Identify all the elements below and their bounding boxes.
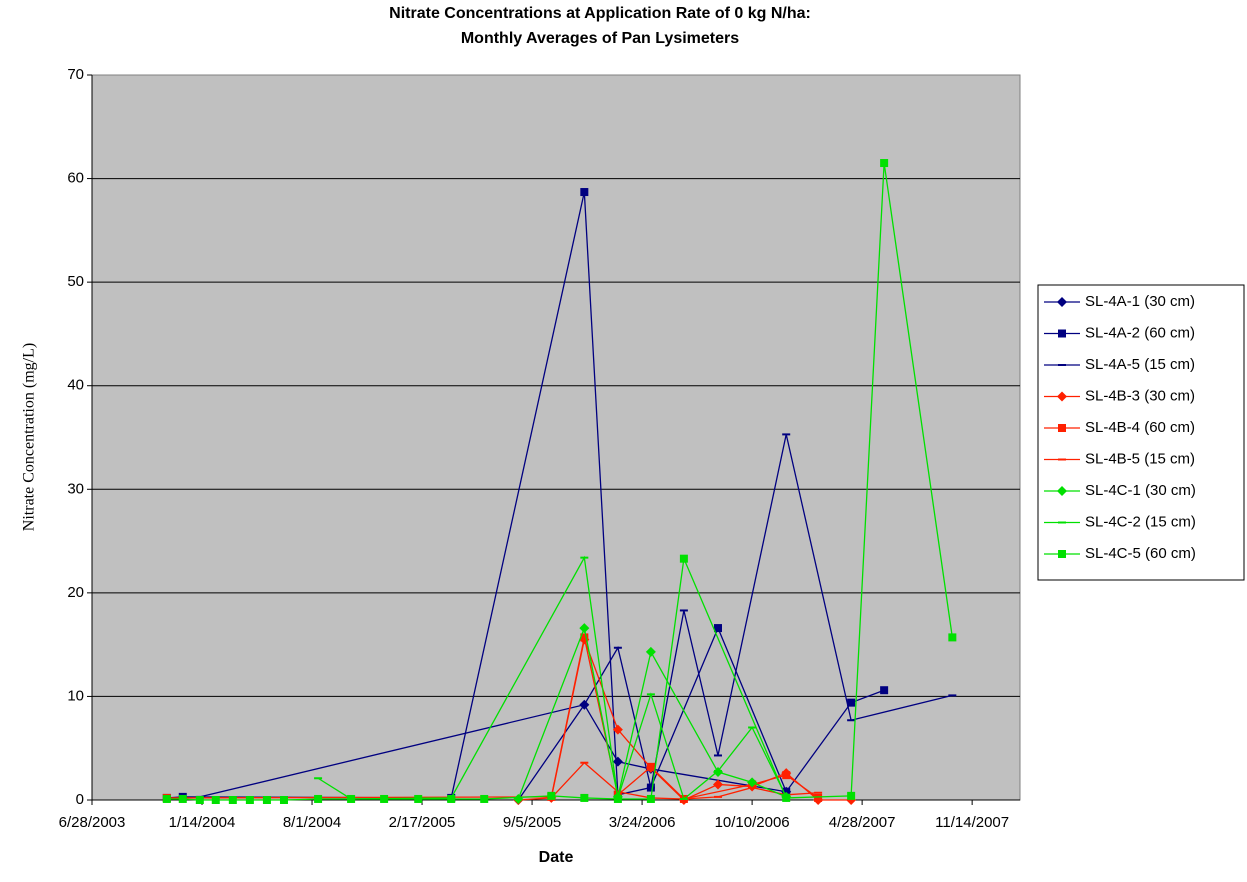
marker: [162, 794, 171, 803]
marker: [747, 777, 758, 788]
x-tick-label: 10/10/2006: [715, 814, 790, 831]
marker: [580, 633, 589, 642]
legend: [1037, 284, 1245, 581]
marker: [646, 794, 655, 803]
marker: [613, 794, 622, 803]
marker: [195, 796, 204, 804]
marker: [782, 793, 791, 802]
x-tick-label: 3/24/2006: [609, 814, 676, 831]
legend-label: SL-4A-2 (60 cm): [1085, 324, 1195, 341]
legend-marker: [1058, 424, 1066, 432]
marker: [646, 762, 655, 771]
marker: [713, 779, 724, 790]
marker: [580, 793, 589, 802]
marker: [245, 796, 254, 804]
marker: [579, 623, 590, 634]
marker: [612, 724, 623, 735]
marker: [414, 794, 423, 803]
marker: [847, 698, 856, 707]
legend-label: SL-4B-5 (15 cm): [1085, 450, 1195, 467]
marker: [211, 796, 220, 804]
marker: [645, 646, 656, 657]
legend-label: SL-4C-1 (30 cm): [1085, 482, 1196, 499]
legend-label: SL-4C-2 (15 cm): [1085, 513, 1196, 530]
y-tick-label: 10: [67, 687, 84, 704]
marker: [880, 159, 889, 168]
x-tick-label: 6/28/2003: [59, 814, 126, 831]
marker: [547, 791, 556, 800]
x-tick-label: 1/14/2004: [169, 814, 236, 831]
marker: [228, 796, 237, 804]
chart-title: Nitrate Concentrations at Application Ra…: [389, 5, 811, 22]
marker: [513, 793, 524, 804]
marker: [380, 794, 389, 803]
marker: [679, 554, 688, 563]
marker: [314, 794, 323, 803]
legend-label: SL-4A-5 (15 cm): [1085, 356, 1195, 373]
legend-marker: [1058, 550, 1066, 558]
chart-title: Monthly Averages of Pan Lysimeters: [461, 30, 739, 47]
y-tick-label: 50: [67, 273, 84, 290]
marker: [782, 771, 791, 780]
legend-marker: [1057, 391, 1067, 402]
x-tick-label: 9/5/2005: [503, 814, 561, 831]
marker: [347, 794, 356, 803]
marker: [948, 633, 957, 642]
x-tick-label: 4/28/2007: [829, 814, 896, 831]
y-axis-title: Nitrate Concentration (mg/L): [21, 343, 38, 531]
y-tick-label: 20: [67, 584, 84, 601]
marker: [714, 624, 723, 633]
y-tick-label: 40: [67, 377, 84, 394]
y-tick-label: 60: [67, 170, 84, 187]
marker: [480, 794, 489, 803]
x-axis-title: Date: [539, 849, 574, 866]
x-tick-label: 8/1/2004: [283, 814, 341, 831]
marker: [880, 686, 889, 695]
legend-label: SL-4B-4 (60 cm): [1085, 419, 1195, 436]
legend-marker: [1057, 297, 1067, 307]
marker: [447, 794, 456, 803]
y-tick-label: 30: [67, 480, 84, 497]
marker: [814, 793, 823, 802]
marker: [279, 796, 288, 804]
legend-label: SL-4C-5 (60 cm): [1085, 545, 1196, 562]
x-tick-label: 2/17/2005: [389, 814, 456, 831]
marker: [262, 796, 271, 804]
marker: [580, 188, 589, 197]
marker: [847, 791, 856, 800]
marker: [782, 787, 791, 796]
legend-label: SL-4A-1 (30 cm): [1085, 293, 1195, 310]
legend-marker: [1058, 329, 1066, 338]
marker: [713, 767, 724, 778]
marker: [178, 794, 187, 803]
legend-marker: [1057, 486, 1067, 496]
plot-area: [91, 74, 1021, 801]
y-tick-label: 0: [76, 791, 84, 808]
x-tick-label: 11/14/2007: [935, 814, 1009, 831]
legend-label: SL-4B-3 (30 cm): [1085, 387, 1195, 404]
y-tick-label: 70: [67, 66, 84, 83]
